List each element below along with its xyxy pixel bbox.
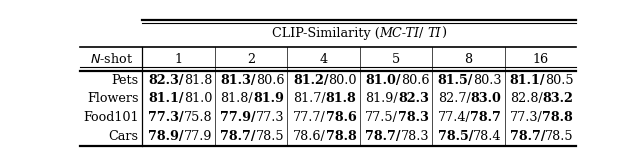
Text: 78.6: 78.6 <box>326 111 356 124</box>
Text: 81.0/: 81.0/ <box>365 74 401 87</box>
Text: 77.9: 77.9 <box>184 130 212 143</box>
Text: ): ) <box>441 27 446 40</box>
Text: 78.7/: 78.7/ <box>220 130 256 143</box>
Text: 80.0: 80.0 <box>328 74 357 87</box>
Text: 78.3: 78.3 <box>401 130 429 143</box>
Text: Food101: Food101 <box>83 111 138 124</box>
Text: 83.2: 83.2 <box>543 92 573 105</box>
Text: 81.1/: 81.1/ <box>148 92 184 105</box>
Text: 1: 1 <box>175 53 182 66</box>
Text: 4: 4 <box>319 53 328 66</box>
Text: $\mathit{N}$-shot: $\mathit{N}$-shot <box>90 52 133 66</box>
Text: 81.8: 81.8 <box>326 92 356 105</box>
Text: MC-TI: MC-TI <box>380 27 419 40</box>
Text: 82.7/: 82.7/ <box>438 92 470 105</box>
Text: 78.7/: 78.7/ <box>365 130 401 143</box>
Text: 80.3: 80.3 <box>473 74 502 87</box>
Text: 81.0: 81.0 <box>184 92 212 105</box>
Text: Cars: Cars <box>109 130 138 143</box>
Text: 81.9/: 81.9/ <box>365 92 398 105</box>
Text: 82.8/: 82.8/ <box>509 92 543 105</box>
Text: 81.7/: 81.7/ <box>293 92 326 105</box>
Text: 8: 8 <box>464 53 472 66</box>
Text: /: / <box>419 27 428 40</box>
Text: 80.5: 80.5 <box>545 74 574 87</box>
Text: 78.7: 78.7 <box>470 111 501 124</box>
Text: 78.3: 78.3 <box>398 111 429 124</box>
Text: 78.8: 78.8 <box>543 111 573 124</box>
Text: 78.7/: 78.7/ <box>509 130 545 143</box>
Text: 77.3: 77.3 <box>256 111 285 124</box>
Text: 82.3/: 82.3/ <box>148 74 184 87</box>
Text: 83.0: 83.0 <box>470 92 501 105</box>
Text: 81.5/: 81.5/ <box>438 74 473 87</box>
Text: 77.3/: 77.3/ <box>509 111 543 124</box>
Text: CLIP-Similarity (: CLIP-Similarity ( <box>272 27 380 40</box>
Text: 81.1/: 81.1/ <box>509 74 545 87</box>
Text: 78.5: 78.5 <box>256 130 285 143</box>
Text: 80.6: 80.6 <box>256 74 285 87</box>
Text: 80.6: 80.6 <box>401 74 429 87</box>
Text: 77.9/: 77.9/ <box>221 111 256 124</box>
Text: Flowers: Flowers <box>87 92 138 105</box>
Text: 78.9/: 78.9/ <box>148 130 184 143</box>
Text: 77.7/: 77.7/ <box>293 111 326 124</box>
Text: 81.9: 81.9 <box>253 92 284 105</box>
Text: 81.2/: 81.2/ <box>293 74 328 87</box>
Text: Pets: Pets <box>111 74 138 87</box>
Text: 78.6/: 78.6/ <box>293 130 326 143</box>
Text: 82.3: 82.3 <box>398 92 429 105</box>
Text: 81.3/: 81.3/ <box>221 74 256 87</box>
Text: 77.5/: 77.5/ <box>365 111 398 124</box>
Text: 77.3/: 77.3/ <box>148 111 184 124</box>
Text: 78.5: 78.5 <box>545 130 573 143</box>
Text: 2: 2 <box>247 53 255 66</box>
Text: 78.4: 78.4 <box>473 130 502 143</box>
Text: 5: 5 <box>392 53 400 66</box>
Text: 16: 16 <box>532 53 548 66</box>
Text: 78.8: 78.8 <box>326 130 356 143</box>
Text: 75.8: 75.8 <box>184 111 212 124</box>
Text: 78.5/: 78.5/ <box>438 130 473 143</box>
Text: 81.8/: 81.8/ <box>221 92 253 105</box>
Text: 77.4/: 77.4/ <box>438 111 470 124</box>
Text: TI: TI <box>428 27 441 40</box>
Text: 81.8: 81.8 <box>184 74 212 87</box>
